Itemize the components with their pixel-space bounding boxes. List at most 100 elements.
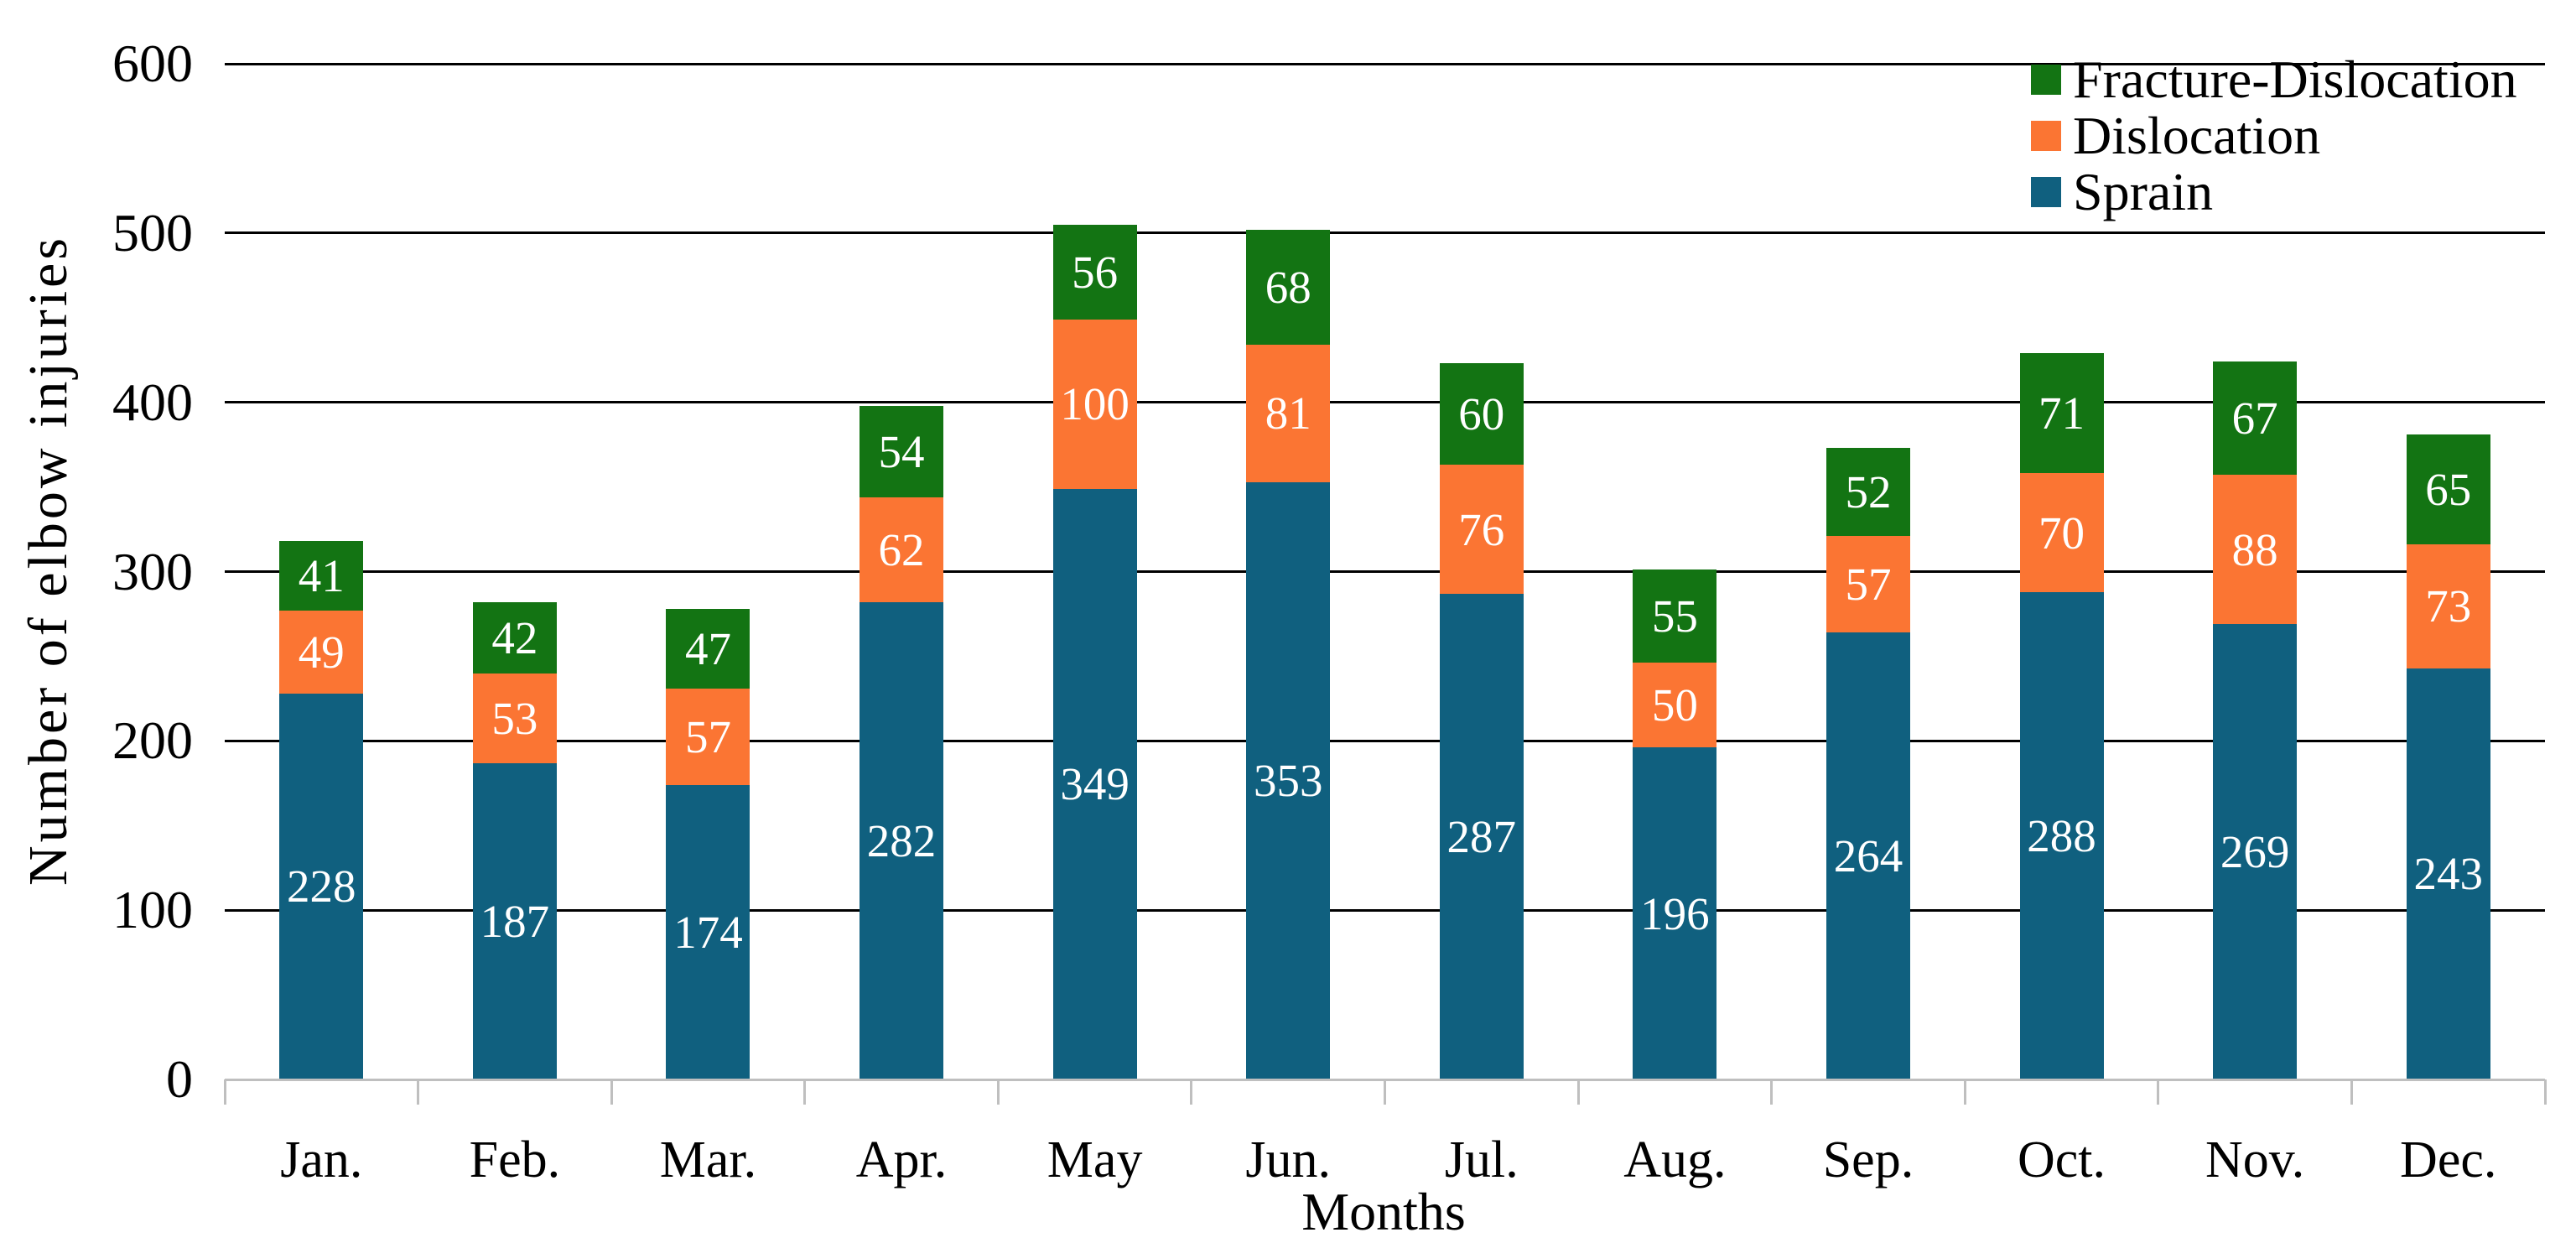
bar-segment-sprain-Oct: 288 [2019, 591, 2104, 1079]
bar-value-label: 88 [2231, 523, 2278, 575]
bar-segment-sprain-Feb: 187 [472, 762, 557, 1079]
legend-item-dislocation: Dislocation [2031, 108, 2517, 162]
x-axis-tick [1190, 1079, 1193, 1105]
bar-value-label: 49 [298, 626, 345, 678]
bar-segment-fracture-dislocation-Jan: 41 [279, 541, 364, 611]
legend-item-fracture-dislocation: Fracture-Dislocation [2031, 52, 2517, 106]
bar-segment-fracture-dislocation-Nov: 67 [2213, 361, 2298, 476]
bar-value-label: 62 [878, 523, 925, 575]
bar-value-label: 53 [491, 692, 538, 744]
legend-item-sprain: Sprain [2031, 164, 2517, 218]
x-tick-label-Jul: Jul. [1444, 1131, 1519, 1188]
bar-value-label: 76 [1458, 503, 1505, 555]
bar-value-label: 52 [1845, 466, 1892, 518]
bar-segment-fracture-dislocation-Jun: 68 [1246, 229, 1331, 346]
x-axis-tick [803, 1079, 807, 1105]
gridline-100 [225, 908, 2545, 912]
x-axis-tick [1576, 1079, 1580, 1105]
x-tick-label-Aug: Aug. [1623, 1131, 1727, 1188]
bar-segment-dislocation-Oct: 70 [2019, 473, 2104, 592]
x-axis-tick [223, 1079, 226, 1105]
bar-segment-dislocation-Jan: 49 [279, 610, 364, 694]
bar-segment-sprain-Aug: 196 [1633, 747, 1717, 1079]
bar-segment-dislocation-Apr: 62 [860, 497, 944, 602]
x-tick-label-Feb: Feb. [469, 1131, 561, 1188]
bar-segment-dislocation-Jun: 81 [1246, 345, 1331, 482]
bar-value-label: 70 [2038, 507, 2085, 559]
bar-value-label: 174 [673, 906, 743, 958]
bar-segment-fracture-dislocation-Apr: 54 [860, 405, 944, 497]
x-axis-tick [417, 1079, 420, 1105]
bar-value-label: 349 [1060, 758, 1130, 810]
x-axis-tick [1963, 1079, 1966, 1105]
bar-value-label: 264 [1833, 830, 1903, 882]
y-tick-label-300: 300 [112, 541, 193, 601]
bar-value-label: 282 [866, 814, 937, 866]
bar-value-label: 54 [878, 425, 925, 477]
bar-segment-dislocation-Jul: 76 [1439, 465, 1524, 594]
bar-value-label: 68 [1265, 261, 1311, 313]
bar-value-label: 57 [1845, 559, 1892, 611]
x-tick-label-Nov: Nov. [2205, 1131, 2305, 1188]
bar-value-label: 353 [1253, 755, 1323, 807]
bar-segment-sprain-Dec: 243 [2406, 668, 2490, 1079]
bar-value-label: 288 [2027, 809, 2096, 861]
x-tick-label-May: May [1046, 1131, 1143, 1188]
x-axis-tick [2157, 1079, 2160, 1105]
bar-segment-sprain-Nov: 269 [2213, 624, 2298, 1079]
x-tick-label-Mar: Mar. [659, 1131, 757, 1188]
bar-value-label: 56 [1072, 246, 1119, 298]
y-tick-label-500: 500 [112, 202, 193, 263]
y-tick-label-100: 100 [112, 880, 193, 940]
x-axis-tick [996, 1079, 1000, 1105]
x-axis-tick [1384, 1079, 1386, 1105]
bar-segment-sprain-Mar: 174 [666, 784, 750, 1079]
bar-segment-fracture-dislocation-Mar: 47 [666, 608, 750, 689]
gridline-500 [225, 231, 2545, 235]
bar-value-label: 71 [2038, 387, 2085, 439]
bar-segment-sprain-May: 349 [1052, 488, 1137, 1079]
y-tick-label-0: 0 [166, 1049, 193, 1109]
bar-value-label: 60 [1458, 388, 1505, 440]
bar-segment-sprain-Jul: 287 [1439, 593, 1524, 1079]
bar-segment-fracture-dislocation-Jul: 60 [1439, 363, 1524, 465]
bar-value-label: 287 [1446, 810, 1517, 862]
bar-segment-fracture-dislocation-Aug: 55 [1633, 569, 1717, 663]
gridline-200 [225, 739, 2545, 742]
bar-segment-sprain-Sep: 264 [1826, 632, 1910, 1079]
x-axis-tick [610, 1079, 613, 1105]
x-axis-tick [2543, 1079, 2547, 1105]
bar-segment-dislocation-Nov: 88 [2213, 475, 2298, 625]
bar-segment-dislocation-Feb: 53 [472, 673, 557, 763]
bar-value-label: 81 [1265, 387, 1311, 439]
bar-value-label: 100 [1060, 378, 1130, 430]
y-tick-label-600: 600 [112, 34, 193, 93]
bar-segment-dislocation-Mar: 57 [666, 688, 750, 785]
x-tick-label-Oct: Oct. [2018, 1131, 2106, 1188]
gridline-400 [225, 401, 2545, 404]
legend-swatch-icon [2031, 176, 2061, 207]
bar-segment-dislocation-Sep: 57 [1826, 536, 1910, 633]
bar-value-label: 243 [2413, 848, 2483, 900]
x-tick-label-Jun: Jun. [1245, 1131, 1332, 1188]
y-axis-title: Number of elbow injuries [18, 234, 79, 887]
x-tick-label-Apr: Apr. [855, 1131, 948, 1188]
bar-segment-dislocation-May: 100 [1052, 319, 1137, 489]
legend-swatch-icon [2031, 120, 2061, 151]
bar-segment-dislocation-Dec: 73 [2406, 544, 2490, 668]
x-axis-tick [2350, 1079, 2353, 1105]
bar-segment-sprain-Jan: 228 [279, 693, 364, 1079]
gridline-300 [225, 570, 2545, 573]
bar-segment-sprain-Apr: 282 [860, 601, 944, 1079]
bar-value-label: 50 [1651, 679, 1698, 731]
gridline-600 [225, 62, 2545, 65]
legend-swatch-icon [2031, 64, 2061, 95]
legend-label: Fracture-Dislocation [2073, 49, 2517, 109]
x-axis-title: Months [1301, 1182, 1466, 1241]
bar-segment-fracture-dislocation-Oct: 71 [2019, 353, 2104, 474]
bar-segment-dislocation-Aug: 50 [1633, 663, 1717, 748]
bar-value-label: 47 [684, 622, 731, 674]
x-tick-label-Sep: Sep. [1822, 1131, 1914, 1188]
bar-value-label: 196 [1640, 887, 1710, 939]
